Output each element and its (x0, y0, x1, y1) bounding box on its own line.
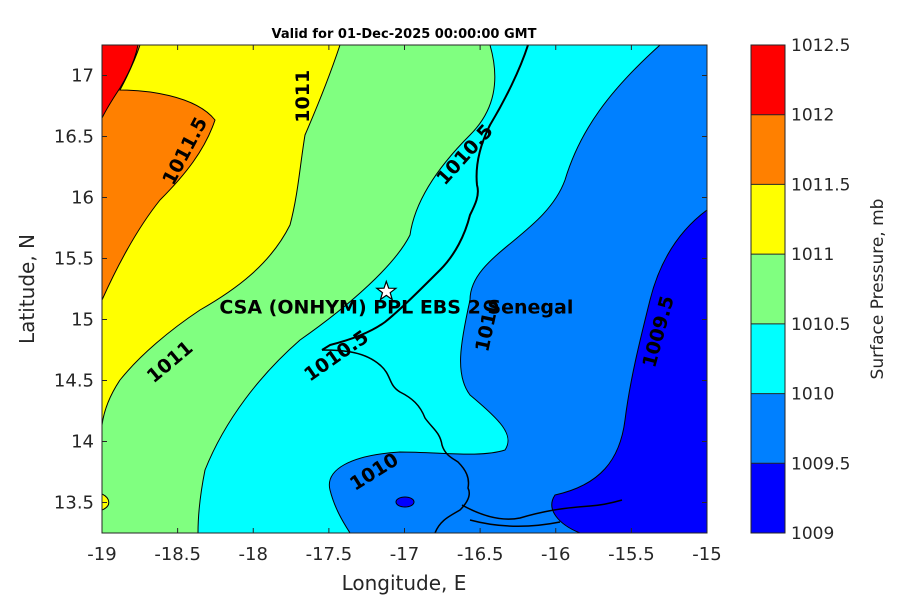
x-tick-label: -18.5 (154, 544, 201, 565)
y-tick-label: 15.5 (54, 249, 94, 270)
band-1012-1012-5 (102, 45, 139, 119)
colorbar-segment (751, 184, 785, 255)
y-tick-label: 16 (71, 188, 94, 209)
colorbar-segment (751, 114, 785, 185)
colorbar-tick-label: 1011.5 (791, 175, 850, 195)
band-1009-1009-5 (551, 45, 707, 533)
colorbar-segment (751, 463, 785, 533)
closed-contour-1009-5 (395, 496, 415, 508)
y-tick-label: 14.5 (54, 371, 94, 392)
y-tick-label: 17 (71, 66, 94, 87)
y-axis-ticks: 13.5 14 14.5 15 15.5 16 16.5 17 (54, 66, 707, 514)
colorbar: 1009 1009.5 1010 1010.5 1011 1011.5 1012 1012.5 (750, 36, 850, 544)
x-axis-label: Longitude, E (342, 571, 467, 595)
x-axis-ticks: -19 -18.5 -18 -17.5 -17 -16.5 -16 -15.5 -15 (87, 45, 722, 565)
colorbar-tick-label: 1011 (791, 245, 834, 265)
chart-title: Valid for 01-Dec-2025 00:00:00 GMT (272, 27, 537, 42)
colorbar-tick-label: 1009 (791, 524, 834, 544)
border-line (321, 349, 471, 533)
y-tick-label: 16.5 (54, 127, 94, 148)
x-tick-label: -17 (390, 544, 419, 565)
star-icon (375, 279, 398, 301)
y-tick-label: 14 (71, 432, 94, 453)
x-tick-label: -19 (87, 544, 116, 565)
colorbar-segment (751, 393, 785, 464)
river-gambia (461, 499, 623, 520)
colorbar-tick-label: 1010.5 (791, 315, 850, 335)
x-tick-label: -15 (692, 544, 721, 565)
plot-area (102, 45, 707, 533)
coastline (321, 45, 529, 351)
x-tick-label: -15.5 (608, 544, 655, 565)
x-tick-label: -18 (239, 544, 268, 565)
colorbar-segment (751, 323, 785, 394)
station-marker: CSA (ONHYM) PPL EBS 2 Senegal (219, 279, 573, 318)
y-axis-label: Latitude, N (15, 234, 39, 344)
colorbar-segment (751, 254, 785, 324)
colorbar-label: Surface Pressure, mb (868, 199, 888, 380)
colorbar-tick-label: 1012.5 (791, 36, 850, 56)
station-label: CSA (ONHYM) PPL EBS 2 Senegal (219, 296, 573, 318)
band-1009-5-1010 (328, 45, 707, 533)
contour-label: 1011 (292, 70, 314, 123)
x-tick-label: -17.5 (306, 544, 353, 565)
colorbar-segment (751, 45, 785, 115)
x-tick-label: -16.5 (457, 544, 504, 565)
colorbar-tick-label: 1012 (791, 106, 834, 126)
x-tick-label: -16 (541, 544, 570, 565)
y-tick-label: 13.5 (54, 493, 94, 514)
colorbar-tick-label: 1009.5 (791, 454, 850, 474)
river-branch (469, 519, 561, 527)
y-tick-label: 15 (71, 310, 94, 331)
colorbar-tick-label: 1010 (791, 385, 834, 405)
